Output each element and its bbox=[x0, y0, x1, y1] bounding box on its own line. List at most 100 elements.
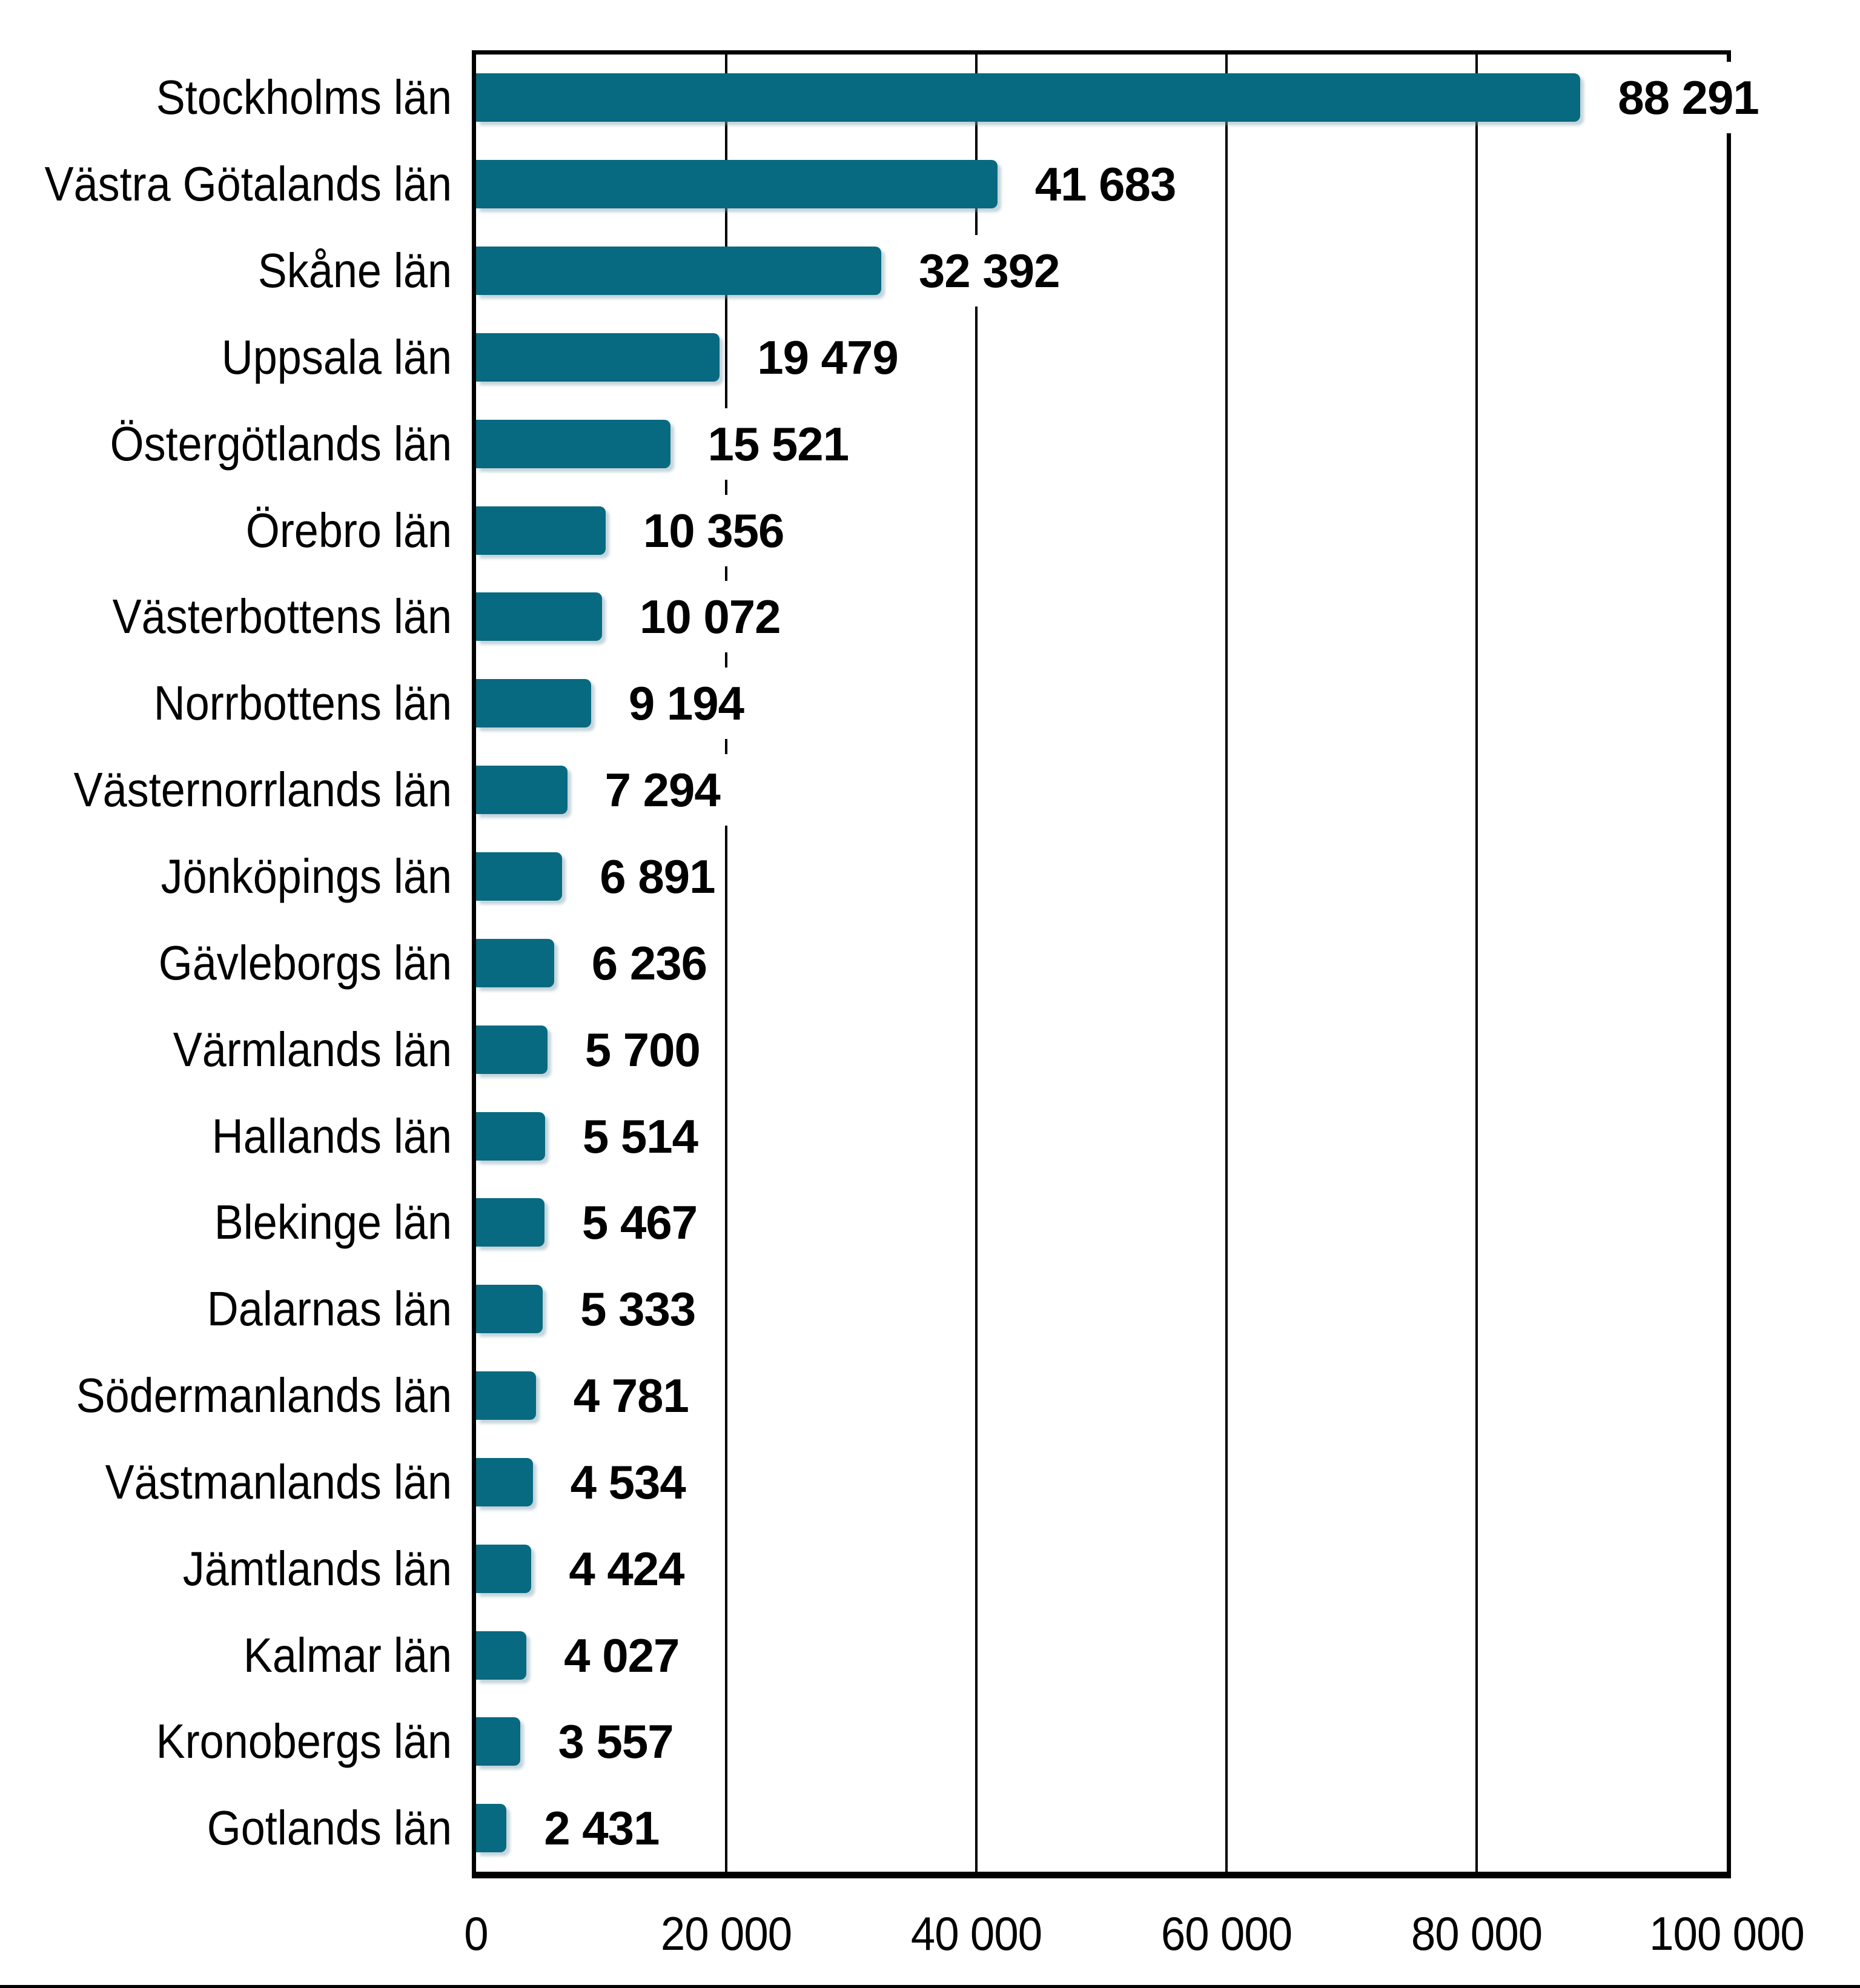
bar-row: 2 431 bbox=[476, 1785, 1727, 1872]
bar-row: 4 027 bbox=[476, 1612, 1727, 1698]
bar-row: 4 424 bbox=[476, 1525, 1727, 1612]
x-tick-label: 40 000 bbox=[910, 1907, 1042, 1960]
bar bbox=[476, 333, 720, 382]
value-label: 4 534 bbox=[560, 1446, 695, 1518]
bar-row: 19 479 bbox=[476, 314, 1727, 401]
bar bbox=[476, 1631, 527, 1680]
value-label: 7 294 bbox=[595, 754, 730, 826]
value-label: 15 521 bbox=[698, 408, 859, 480]
bar bbox=[476, 1371, 536, 1420]
value-label: 19 479 bbox=[747, 321, 908, 393]
x-tick-label: 80 000 bbox=[1411, 1907, 1543, 1960]
bar-row: 4 534 bbox=[476, 1439, 1727, 1526]
bar-row: 88 291 bbox=[476, 55, 1769, 141]
category-label: Hallands län bbox=[211, 1108, 452, 1163]
category-label: Uppsala län bbox=[221, 330, 452, 384]
category-label: Västra Götalands län bbox=[44, 157, 452, 211]
bar bbox=[476, 1804, 507, 1853]
bar bbox=[476, 1457, 533, 1506]
x-tick-label: 100 000 bbox=[1649, 1907, 1805, 1960]
value-label: 9 194 bbox=[618, 668, 754, 740]
bar-row: 7 294 bbox=[476, 747, 1727, 833]
category-label: Västernorrlands län bbox=[73, 763, 452, 817]
bar-row: 10 072 bbox=[476, 574, 1727, 660]
bar bbox=[476, 679, 591, 728]
category-label: Östergötlands län bbox=[110, 416, 452, 471]
value-label: 6 891 bbox=[590, 841, 725, 913]
plot-area: 88 291 41 683 32 392 19 479 15 521 10 356 10 0… bbox=[472, 50, 1769, 1878]
category-label: Kronobergs län bbox=[156, 1714, 452, 1769]
bar-row: 5 700 bbox=[476, 1006, 1727, 1093]
bar bbox=[476, 160, 998, 209]
bar bbox=[476, 73, 1581, 122]
value-label: 2 431 bbox=[534, 1792, 669, 1864]
gridline-40000 bbox=[975, 55, 978, 1872]
value-label: 5 514 bbox=[572, 1100, 708, 1172]
bar-row: 41 683 bbox=[476, 141, 1727, 228]
bar-row: 4 781 bbox=[476, 1353, 1727, 1439]
bar bbox=[476, 938, 554, 987]
value-label: 10 356 bbox=[633, 494, 794, 566]
category-label: Örebro län bbox=[245, 503, 452, 557]
category-label: Gotlands län bbox=[207, 1801, 452, 1855]
gridlines bbox=[476, 55, 1727, 1872]
bar bbox=[476, 852, 563, 901]
value-label: 5 467 bbox=[572, 1187, 707, 1259]
value-label: 4 781 bbox=[563, 1360, 698, 1432]
bar bbox=[476, 592, 602, 641]
value-label: 41 683 bbox=[1025, 148, 1186, 220]
bar bbox=[476, 419, 670, 468]
category-label: Dalarnas län bbox=[207, 1282, 452, 1336]
category-label: Södermanlands län bbox=[76, 1368, 452, 1423]
bar-row: 10 356 bbox=[476, 487, 1727, 574]
gridline-20000 bbox=[725, 55, 727, 1872]
bar bbox=[476, 766, 568, 815]
value-label: 5 333 bbox=[571, 1273, 706, 1345]
bar bbox=[476, 1112, 545, 1161]
category-label: Värmlands län bbox=[173, 1022, 452, 1076]
x-tick-label: 20 000 bbox=[660, 1907, 792, 1960]
value-label: 4 424 bbox=[559, 1532, 694, 1605]
bar-row: 9 194 bbox=[476, 660, 1727, 747]
gridline-60000 bbox=[1225, 55, 1228, 1872]
value-label: 88 291 bbox=[1608, 62, 1769, 134]
bar-row: 5 333 bbox=[476, 1266, 1727, 1353]
bar-row: 6 236 bbox=[476, 919, 1727, 1006]
category-label: Västerbottens län bbox=[112, 589, 452, 644]
value-label: 32 392 bbox=[908, 235, 1070, 307]
bar-row: 5 514 bbox=[476, 1093, 1727, 1179]
value-axis: 0 20 000 40 000 60 000 80 000 100 000 bbox=[464, 1878, 1804, 1981]
value-label: 4 027 bbox=[554, 1619, 689, 1691]
bar-rows: 88 291 41 683 32 392 19 479 15 521 10 356 10 0… bbox=[476, 55, 1769, 1872]
category-label: Västmanlands län bbox=[105, 1454, 452, 1509]
value-label: 3 557 bbox=[548, 1706, 683, 1778]
bar-row: 6 891 bbox=[476, 833, 1727, 920]
value-label: 10 072 bbox=[629, 581, 790, 653]
bar bbox=[476, 1025, 548, 1074]
category-axis: Stockholms län Västra Götalands län Skåne … bbox=[0, 55, 452, 1872]
bar-row: 5 467 bbox=[476, 1179, 1727, 1266]
category-label: Jämtlands län bbox=[182, 1541, 452, 1595]
category-label: Stockholms län bbox=[156, 70, 452, 125]
category-label: Skåne län bbox=[257, 244, 452, 298]
bar bbox=[476, 1198, 544, 1247]
bar bbox=[476, 247, 881, 296]
category-label: Norrbottens län bbox=[153, 676, 452, 731]
x-tick-label: 60 000 bbox=[1160, 1907, 1292, 1960]
bar-row: 15 521 bbox=[476, 400, 1727, 487]
bar bbox=[476, 1544, 532, 1593]
bar bbox=[476, 1717, 521, 1766]
bar bbox=[476, 506, 606, 555]
bottom-divider bbox=[0, 1985, 1860, 1988]
bar-row: 32 392 bbox=[476, 228, 1727, 314]
category-label: Kalmar län bbox=[243, 1628, 452, 1682]
value-label: 5 700 bbox=[575, 1013, 710, 1085]
value-label: 6 236 bbox=[581, 927, 717, 999]
bar-row: 3 557 bbox=[476, 1698, 1727, 1785]
category-label: Gävleborgs län bbox=[158, 935, 452, 990]
bar bbox=[476, 1285, 543, 1334]
category-label: Jönköpings län bbox=[161, 849, 452, 904]
category-label: Blekinge län bbox=[214, 1195, 452, 1250]
gridline-80000 bbox=[1475, 55, 1478, 1872]
